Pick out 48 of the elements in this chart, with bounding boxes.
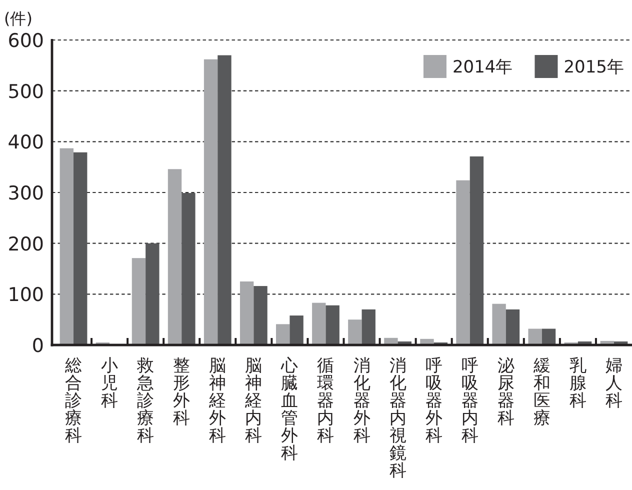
y-tick-label: 300 (8, 182, 44, 204)
x-tick-label: 消化器外科 (353, 356, 370, 446)
x-tick-label: 小児科 (101, 356, 118, 411)
bar (182, 193, 196, 345)
x-tick-label: 救急診療科 (136, 356, 154, 446)
x-tick-label: 消化器内視鏡科 (389, 356, 406, 481)
bar (74, 152, 88, 345)
y-tick-label: 100 (8, 284, 44, 306)
bar (326, 305, 340, 345)
bar (204, 59, 218, 345)
bar (348, 320, 362, 345)
bar (218, 55, 232, 345)
x-tick-label: 婦人科 (605, 356, 622, 411)
x-tick-label: 脳神経内科 (244, 356, 262, 446)
x-tick-label: 呼吸器内科 (461, 356, 478, 446)
bar (290, 316, 304, 345)
y-tick-label: 500 (8, 80, 44, 103)
bar (542, 328, 556, 345)
bar (60, 148, 74, 345)
x-tick-label: 整形外科 (173, 356, 190, 428)
bar (254, 286, 268, 345)
x-tick-label: 泌尿器科 (497, 356, 514, 428)
bar (470, 156, 484, 345)
bar (240, 281, 254, 345)
bar (362, 309, 376, 345)
x-tick-label: 呼吸器外科 (425, 356, 442, 446)
y-tick-label: 200 (8, 233, 44, 256)
y-axis-title: (件) (4, 9, 32, 28)
x-tick-label: 脳神経外科 (208, 356, 226, 446)
bar (168, 169, 182, 345)
bar (456, 180, 470, 345)
bar (146, 243, 160, 345)
bar (312, 302, 326, 345)
y-tick-label: 400 (8, 132, 44, 154)
x-tick-label: 循環器内科 (317, 356, 334, 446)
legend-label: 2015年 (564, 58, 624, 78)
y-tick-label: 600 (8, 30, 44, 52)
y-tick-label: 0 (32, 335, 44, 357)
x-tick-label: 乳腺科 (569, 356, 586, 411)
bar (506, 309, 520, 345)
x-tick-label: 総合診療科 (64, 356, 82, 446)
bar (528, 328, 542, 345)
legend-label: 2014年 (452, 58, 513, 78)
bar (276, 324, 290, 345)
x-tick-label: 心臓血管外科 (280, 356, 298, 464)
bar (492, 304, 506, 345)
x-tick-label: 緩和医療 (532, 356, 550, 428)
bar (132, 258, 146, 345)
